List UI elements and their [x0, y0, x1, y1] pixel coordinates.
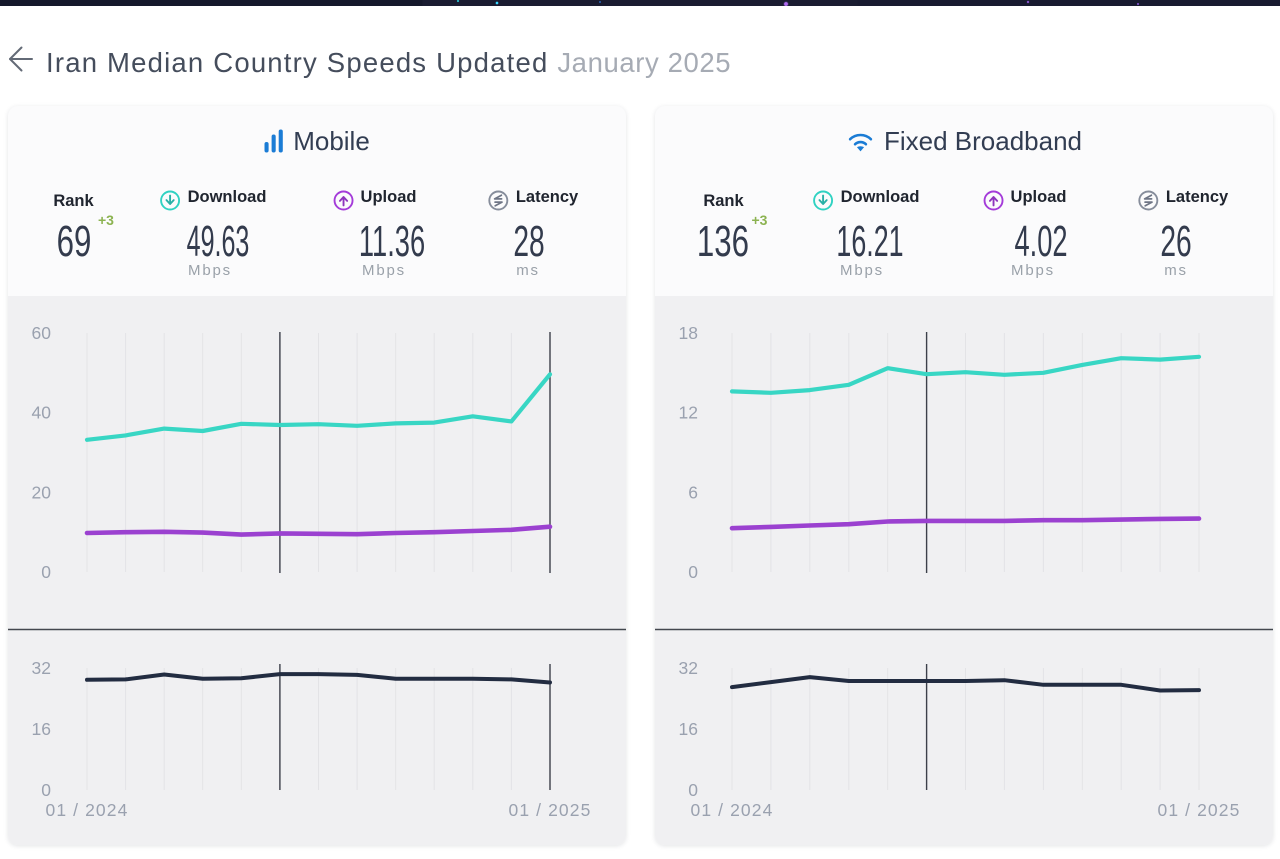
svg-text:6: 6	[688, 482, 698, 502]
svg-text:0: 0	[41, 780, 51, 800]
svg-text:0: 0	[688, 780, 698, 800]
svg-text:0: 0	[41, 562, 51, 582]
svg-text:01 / 2025: 01 / 2025	[1158, 800, 1241, 820]
svg-text:18: 18	[679, 323, 698, 343]
svg-text:0: 0	[688, 562, 698, 582]
svg-text:32: 32	[679, 658, 698, 678]
svg-text:01 / 2025: 01 / 2025	[509, 800, 592, 820]
svg-text:20: 20	[32, 482, 52, 502]
svg-text:12: 12	[679, 403, 698, 423]
svg-text:40: 40	[32, 403, 52, 423]
svg-text:16: 16	[679, 719, 698, 739]
svg-text:01 / 2024: 01 / 2024	[691, 800, 774, 820]
svg-text:01 / 2024: 01 / 2024	[46, 800, 129, 820]
svg-text:32: 32	[32, 658, 51, 678]
svg-text:60: 60	[32, 323, 52, 343]
svg-text:16: 16	[32, 719, 51, 739]
